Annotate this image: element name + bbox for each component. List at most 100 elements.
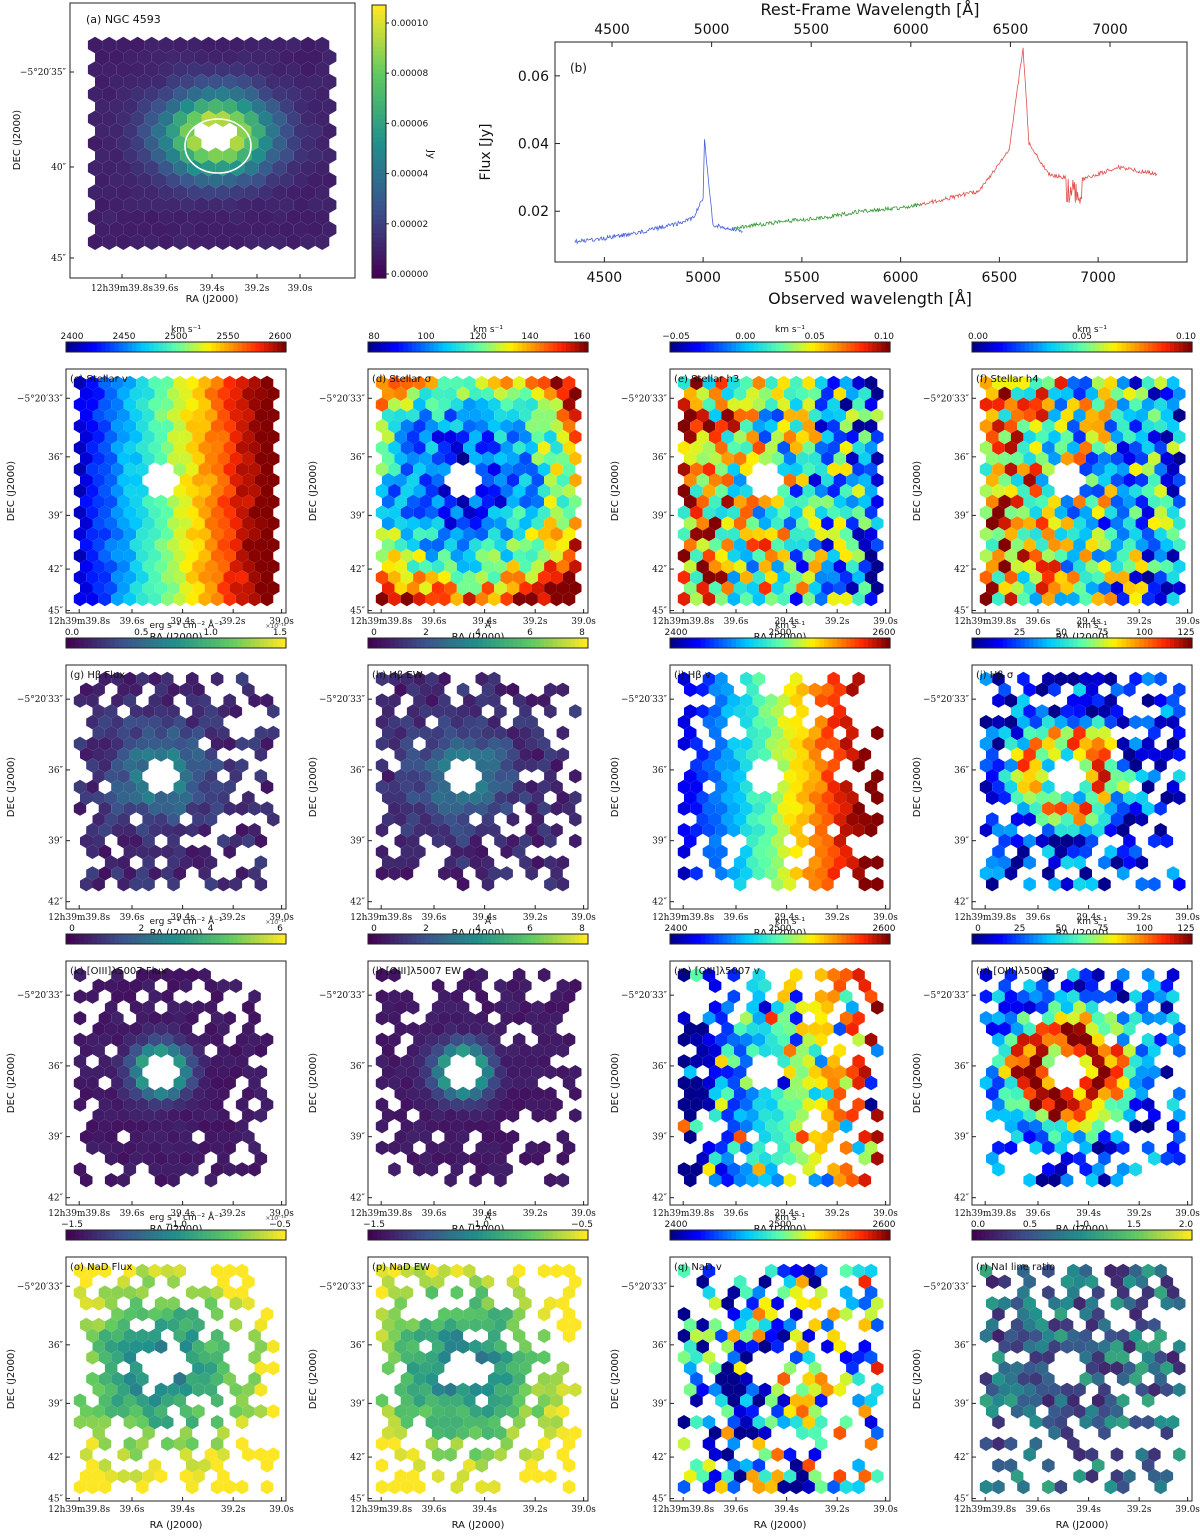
flux-hex — [116, 184, 131, 201]
map-hex — [871, 386, 884, 401]
map-hex — [715, 397, 728, 412]
colorbar-step — [793, 342, 799, 352]
colorbar-step — [372, 218, 386, 224]
colorbar-step — [416, 342, 422, 352]
flux-hex — [258, 110, 273, 127]
map-hex — [456, 408, 470, 423]
flux-hex — [180, 98, 195, 115]
map-hex — [80, 386, 93, 401]
colorbar-tick-label: 0.05 — [1072, 332, 1092, 342]
map-hex — [852, 397, 865, 412]
colorbar-step — [570, 1230, 576, 1240]
colorbar-step — [372, 155, 386, 161]
colorbar-step — [1183, 342, 1189, 352]
colorbar-step — [753, 638, 759, 648]
map-hex — [444, 429, 457, 445]
map-hex — [481, 386, 495, 401]
map-hex — [117, 429, 130, 445]
colorbar-step — [158, 934, 164, 944]
colorbar-step — [460, 342, 466, 352]
flux-hex — [95, 147, 110, 164]
map-hex — [179, 559, 193, 574]
map-hex — [752, 505, 766, 520]
map-hex — [1048, 516, 1061, 531]
colorbar-step — [372, 127, 386, 133]
colorbar-tick-label: 160 — [573, 332, 590, 342]
colorbar-step — [171, 934, 177, 944]
map-hex — [986, 494, 999, 509]
map-hex — [192, 537, 205, 553]
colorbar-step — [464, 342, 470, 352]
colorbar-step — [513, 934, 519, 944]
map-hex — [210, 375, 224, 391]
flux-hex — [144, 110, 159, 127]
colorbar-step — [154, 1230, 159, 1240]
map-hex — [494, 451, 507, 466]
map-hex — [198, 570, 211, 585]
map-hex — [531, 581, 545, 596]
map-hex — [721, 537, 734, 553]
map-hex — [463, 375, 476, 391]
map-hex — [684, 451, 697, 466]
flux-hex — [215, 184, 230, 201]
map-hex — [210, 548, 224, 563]
flux-hex — [166, 73, 181, 91]
map-hex — [117, 494, 130, 509]
map-hex — [727, 527, 741, 542]
colorbar-unit: erg s⁻¹ cm⁻² Å⁻¹ — [149, 915, 222, 927]
map-hex — [827, 462, 840, 477]
colorbar-step — [491, 638, 497, 648]
flux-hex — [251, 196, 266, 214]
map-hex — [746, 516, 759, 531]
colorbar-step — [832, 342, 838, 352]
map-hex — [217, 408, 230, 423]
map-hex — [1160, 473, 1174, 488]
map-hex — [531, 386, 545, 401]
colorbar-step — [530, 638, 536, 648]
colorbar-step — [385, 1230, 391, 1240]
map-hex — [1042, 462, 1055, 477]
map-hex — [260, 397, 274, 412]
map-hex — [456, 559, 470, 574]
flux-hex — [158, 110, 174, 127]
map-hex — [204, 408, 218, 423]
x-tick-label: 12h39m39.8s — [954, 1209, 1016, 1219]
colorbar-step — [1082, 342, 1087, 352]
map-hex — [1116, 419, 1130, 434]
colorbar-step — [211, 934, 217, 944]
map-hex — [419, 516, 432, 531]
map-hex — [827, 440, 840, 455]
flux-hex — [130, 209, 145, 226]
colorbar-step — [1077, 342, 1083, 352]
map-hex — [1054, 591, 1068, 607]
map-hex — [267, 581, 280, 596]
colorbar-step — [989, 342, 995, 352]
colorbar-step — [482, 934, 488, 944]
colorbar-step — [1134, 934, 1140, 944]
map-hex — [388, 483, 401, 499]
colorbar-step — [1104, 342, 1109, 352]
colorbar-step — [372, 177, 386, 184]
map-hex — [481, 494, 495, 509]
colorbar-step — [700, 934, 706, 944]
colorbar-step — [1130, 638, 1136, 648]
colorbar-step — [1165, 638, 1171, 648]
map-hex — [173, 483, 186, 499]
colorbar-step — [184, 342, 190, 352]
colorbar-step — [189, 638, 195, 648]
colorbar-step — [79, 1230, 85, 1240]
map-hex — [1017, 462, 1030, 477]
map-hex — [438, 419, 451, 434]
colorbar-step — [517, 1230, 523, 1240]
map-hex — [136, 570, 149, 585]
map-hex — [148, 671, 162, 687]
map-hex — [1166, 591, 1180, 607]
x-tick-label: 12h39m39.8s — [48, 1505, 110, 1515]
map-hex — [677, 375, 691, 391]
colorbar-step — [579, 638, 585, 648]
map-hex — [463, 397, 476, 412]
colorbar-step — [118, 1230, 124, 1240]
map-hex — [771, 429, 784, 445]
